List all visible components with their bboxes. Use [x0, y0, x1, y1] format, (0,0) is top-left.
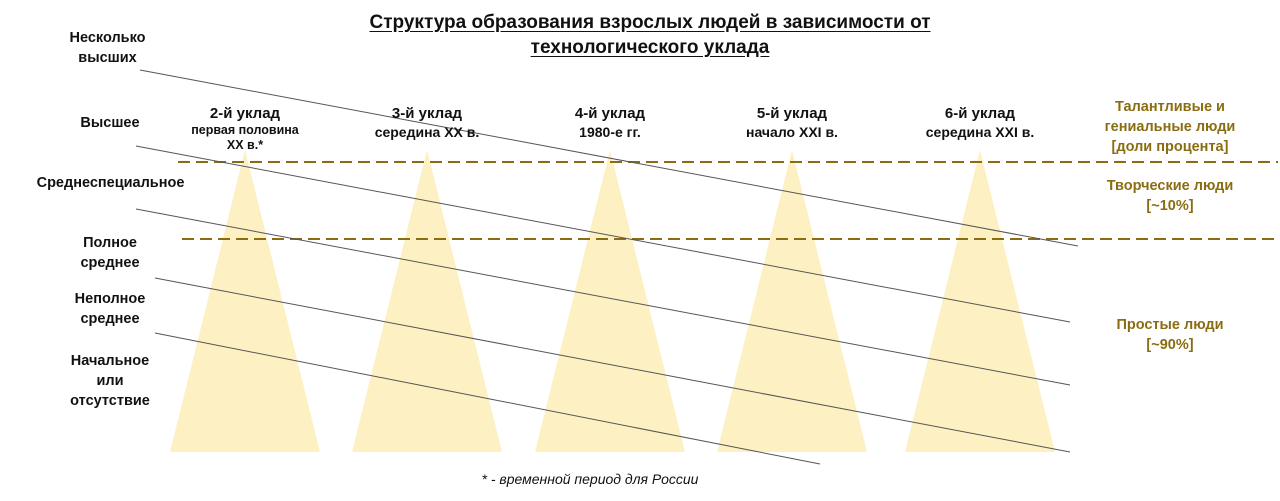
uklad-name: 6-й уклад	[944, 105, 1016, 122]
uklad-period-continued: XX в.*	[226, 138, 264, 152]
triangle-uklad-4	[535, 150, 685, 452]
triangle-uklad-6	[905, 150, 1055, 452]
uklad-label-4: 4-й уклад 1980-е гг.	[530, 104, 690, 141]
uklad-name: 2-й уклад	[209, 105, 281, 122]
group-simple: Простые люди [~90%]	[1116, 317, 1224, 353]
slanted-line-secondary-special	[135, 208, 1071, 386]
uklad-period: начало XXI в.	[746, 124, 838, 140]
uklad-label-3: 3-й уклад середина XX в.	[342, 104, 512, 141]
diagram-title: Структура образования взрослых людей в з…	[280, 10, 1020, 60]
uklad-period: 1980-е гг.	[579, 124, 641, 140]
level-secondary-special: Среднеспециальное	[36, 175, 185, 191]
level-several-higher: Несколько высших	[69, 30, 146, 66]
level-full-secondary: Полное среднее	[80, 235, 140, 271]
uklad-label-5: 5-й уклад начало XXI в.	[707, 104, 877, 141]
uklad-period: первая половина	[191, 123, 299, 137]
triangle-uklad-5	[717, 150, 867, 452]
slanted-line-several-higher	[139, 69, 1079, 247]
uklad-period: середина XXI в.	[925, 124, 1035, 140]
title-line-1: Структура образования взрослых людей в з…	[369, 12, 931, 33]
uklad-label-2: 2-й уклад первая половина XX в.*	[170, 104, 320, 153]
group-talented: Талантливые и гениальные люди [доли проц…	[1104, 99, 1236, 155]
slanted-line-full-secondary	[154, 277, 1071, 453]
footnote: * - временной период для России	[481, 471, 699, 487]
triangle-uklad-3	[352, 150, 502, 452]
uklad-label-6: 6-й уклад середина XXI в.	[895, 104, 1065, 141]
uklad-name: 4-й уклад	[574, 105, 646, 122]
level-incomplete-secondary: Неполное среднее	[74, 291, 146, 327]
uklad-name: 5-й уклад	[756, 105, 828, 122]
uklad-period: середина XX в.	[374, 124, 480, 140]
level-primary-or-none: Начальное или отсутствие	[70, 353, 150, 409]
level-higher: Высшее	[80, 115, 140, 131]
uklad-name: 3-й уклад	[391, 105, 463, 122]
slanted-line-higher	[135, 145, 1071, 323]
triangle-uklad-2	[170, 150, 320, 452]
slanted-line-incomplete-secondary	[154, 332, 821, 465]
group-creative: Творческие люди [~10%]	[1106, 178, 1234, 214]
title-line-2: технологического уклада	[530, 37, 770, 58]
